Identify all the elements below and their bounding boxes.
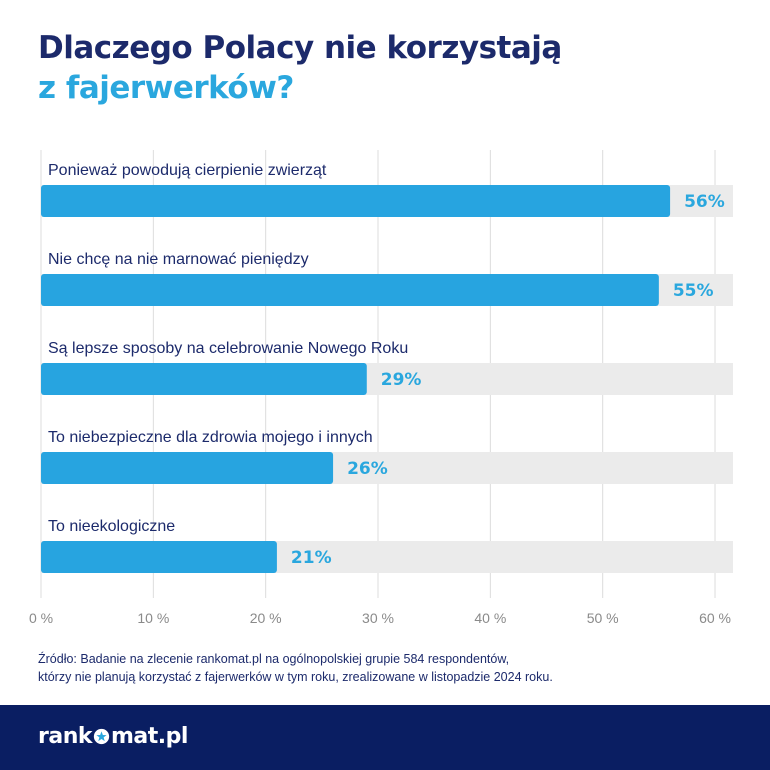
star-icon [93,728,110,745]
category-label: Są lepsze sposoby na celebrowanie Nowego… [48,340,408,357]
bar-chart: Ponieważ powodują cierpienie zwierząt 56%… [29,150,733,626]
tick-label: 50 % [587,610,619,626]
value-label: 55% [673,281,714,301]
bar [41,541,277,573]
category-label: To niebezpieczne dla zdrowia mojego i in… [48,429,373,446]
brand-logo[interactable]: rank mat.pl [38,722,188,752]
category-label: To nieekologiczne [48,518,175,535]
tick-label: 30 % [362,610,394,626]
tick-label: 0 % [29,610,53,626]
source-note: Źródło: Badanie na zlecenie rankomat.pl … [38,650,553,686]
chart-title: Dlaczego Polacy nie korzystają z fajerwe… [38,28,562,108]
category-label: Ponieważ powodują cierpienie zwierząt [48,162,327,179]
tick-label: 20 % [250,610,282,626]
value-label: 56% [684,192,725,212]
tick-label: 60 % [699,610,731,626]
bar [41,452,334,484]
bar [41,185,671,217]
source-line-2: którzy nie planują korzystać z fajerwerk… [38,670,553,684]
value-label: 29% [381,370,422,390]
tick-label: 40 % [474,610,506,626]
footer-bar: rank mat.pl [0,705,770,770]
title-line-1: Dlaczego Polacy nie korzystają [38,30,562,66]
bar [41,274,659,306]
logo-text-start: rank [38,724,93,749]
value-label: 21% [291,548,332,568]
source-line-1: Źródło: Badanie na zlecenie rankomat.pl … [38,652,510,666]
tick-label: 10 % [137,610,169,626]
value-label: 26% [347,459,388,479]
title-line-2: z fajerwerków? [38,70,294,106]
bar [41,363,367,395]
category-label: Nie chcę na nie marnować pieniędzy [48,251,309,268]
logo-text-end: mat.pl [111,724,188,749]
